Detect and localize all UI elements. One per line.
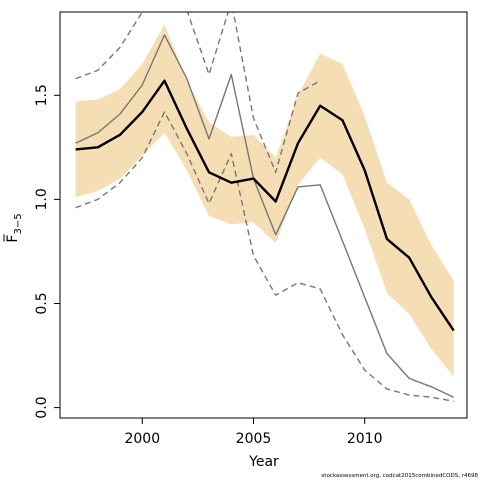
y-tick-label-0.5: 0.5 (34, 292, 50, 314)
svg-text:F̅3−5: F̅3−5 (3, 213, 24, 242)
estimate-line (75, 79, 455, 332)
footer-note: stockassessment.org, codcat2015combinedC… (321, 473, 478, 479)
y-tick-label-1.0: 1.0 (34, 188, 50, 210)
x-tick-label-2000: 2000 (124, 431, 160, 447)
confidence-band (75, 24, 454, 377)
y-axis-title-subscript: 3−5 (13, 213, 24, 234)
x-tick-label-2005: 2005 (236, 431, 272, 447)
plot-frame (59, 11, 468, 419)
y-tick-label-1.5: 1.5 (34, 84, 50, 106)
retro-estimate-line (75, 34, 454, 398)
retro-ci-upper-line (75, 12, 321, 173)
x-axis-title: Year (248, 454, 279, 470)
y-tick-label-0.0: 0.0 (34, 396, 50, 418)
y-axis-title-main: F̅ (3, 234, 21, 243)
x-tick-label-2010: 2010 (347, 431, 383, 447)
y-axis-title: F̅3−5 (3, 213, 24, 242)
